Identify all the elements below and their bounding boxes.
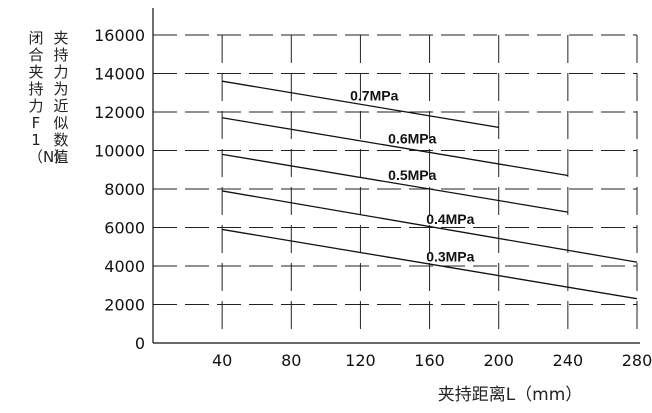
series-label: 0.5MPa — [388, 167, 436, 183]
x-tick-label: 80 — [281, 351, 301, 370]
y-axis-label-1: 闭合夹持力F1（N） — [28, 29, 70, 166]
y-tick-label: 0 — [135, 334, 145, 353]
tick-labels: 0 2000 4000 6000 8000 10000 12000 14000 16000 40 8… — [94, 26, 652, 370]
x-tick-label: 40 — [212, 351, 232, 370]
axes — [152, 8, 640, 344]
series-line — [222, 228, 638, 300]
x-axis-label: 夹持距离L（mm） — [438, 385, 583, 405]
series-line — [222, 80, 499, 129]
x-tick-label: 240 — [553, 351, 584, 370]
y-tick-label: 16000 — [94, 26, 145, 45]
y-tick-label: 4000 — [104, 257, 145, 276]
y-tick-label: 12000 — [94, 103, 145, 122]
x-tick-label: 280 — [622, 351, 652, 370]
series-label: 0.6MPa — [388, 131, 436, 147]
series-line — [222, 153, 568, 213]
x-tick-label: 160 — [414, 351, 445, 370]
x-tick-label: 200 — [483, 351, 514, 370]
series-label: 0.4MPa — [426, 211, 474, 227]
y-tick-label: 6000 — [104, 219, 145, 238]
y-tick-label: 2000 — [104, 296, 145, 315]
y-tick-label: 10000 — [94, 142, 145, 161]
y-axis-label-2: 夹持力为近似数值 — [53, 29, 69, 166]
x-tick-label: 120 — [345, 351, 376, 370]
y-tick-label: 14000 — [94, 65, 145, 84]
series-label: 0.3MPa — [426, 249, 474, 265]
series-line — [222, 190, 638, 263]
series-line — [222, 117, 568, 177]
grid — [153, 34, 638, 331]
series-lines — [222, 80, 638, 300]
series-labels: 0.7MPa 0.6MPa 0.5MPa 0.4MPa 0.3MPa — [350, 88, 475, 265]
y-tick-label: 8000 — [104, 180, 145, 199]
series-label: 0.7MPa — [350, 88, 398, 104]
